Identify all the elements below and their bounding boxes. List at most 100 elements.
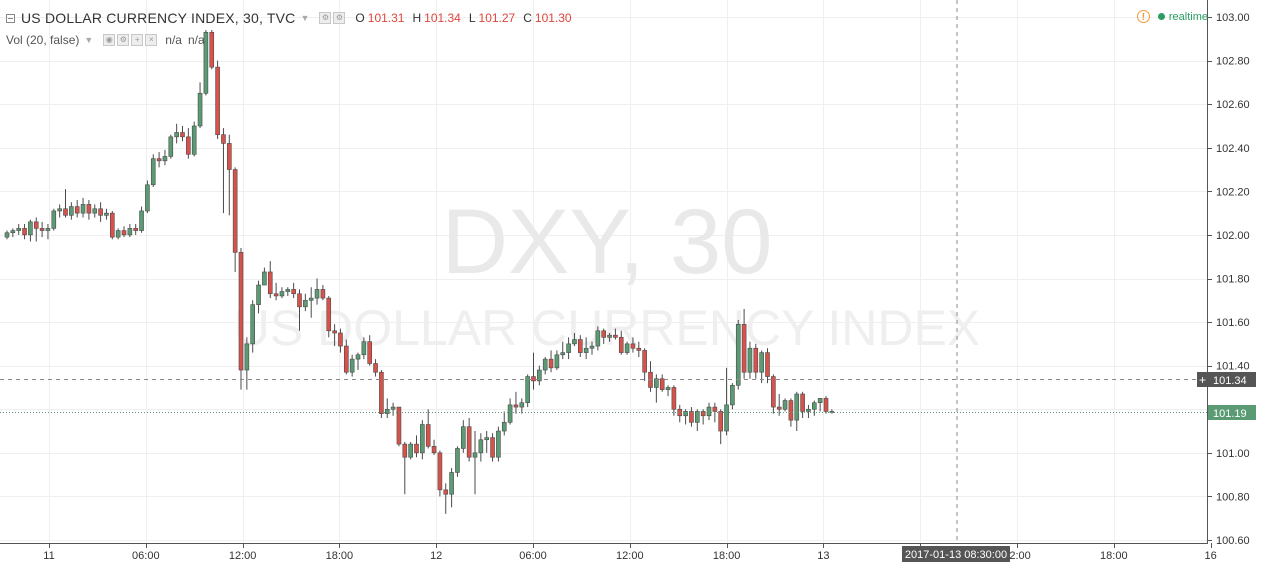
candle-body <box>730 384 735 406</box>
candle <box>303 293 308 312</box>
candle-body <box>4 232 10 238</box>
candle <box>537 365 542 386</box>
candle-body <box>806 408 811 412</box>
candle <box>706 402 712 421</box>
candle-body <box>57 208 62 212</box>
candle-body <box>624 343 630 353</box>
candle-body <box>238 252 244 371</box>
candle <box>349 354 355 377</box>
candle-body <box>735 323 741 386</box>
candle <box>694 409 700 432</box>
candle <box>285 287 291 296</box>
candle-body <box>203 31 209 94</box>
candle-body <box>145 184 150 212</box>
crosshair-price-value: 101.34 <box>1213 375 1247 387</box>
candle <box>771 374 776 414</box>
candle <box>191 121 197 157</box>
candle-body <box>191 125 197 155</box>
collapse-legend-icon[interactable] <box>6 13 15 23</box>
candle <box>776 393 782 416</box>
candle-body <box>478 439 484 454</box>
price-tick-label: 101.00 <box>1216 448 1250 460</box>
time-tick-label: 12:00 <box>1003 550 1031 562</box>
price-axis-labels: + 101.34 101.19 2017-01-13 08:30:00 <box>902 372 1256 562</box>
candle <box>250 300 255 353</box>
candle-body <box>285 289 291 292</box>
candle-body <box>654 378 659 388</box>
add-icon[interactable]: + <box>131 34 144 46</box>
warning-circle-icon[interactable]: ! <box>1136 10 1150 23</box>
candle <box>221 128 226 214</box>
candle-body <box>431 445 437 454</box>
candle <box>244 337 250 390</box>
candle-body <box>98 208 103 216</box>
candle <box>338 328 343 353</box>
candle-body <box>455 448 460 473</box>
candle-body <box>823 398 829 412</box>
open-label: O <box>355 11 365 25</box>
watermark-symbol: DXY, 30 <box>442 191 773 293</box>
candle <box>232 167 238 272</box>
candle <box>197 82 203 129</box>
time-tick-label: 18:00 <box>713 550 741 562</box>
gear-icon[interactable]: ⚙ <box>333 12 346 24</box>
time-tick-label: 12:00 <box>616 550 644 562</box>
candle-body <box>69 206 74 216</box>
candle <box>180 125 185 142</box>
chevron-down-icon[interactable]: ▼ <box>300 13 310 23</box>
candle-body <box>402 443 408 458</box>
candle <box>4 230 10 240</box>
candle-body <box>414 443 419 454</box>
open-value: 101.31 <box>367 11 405 25</box>
volume-title[interactable]: Vol (20, false) <box>6 33 80 47</box>
candle-body <box>408 443 413 458</box>
candle-body <box>10 230 16 234</box>
candle <box>806 404 811 418</box>
candle-body <box>326 297 332 332</box>
candle-body <box>267 271 273 295</box>
price-axis[interactable] <box>1207 0 1263 566</box>
candle <box>379 370 384 418</box>
candle-body <box>706 406 712 417</box>
candle-body <box>490 437 495 458</box>
settings-icon[interactable]: ⚙ <box>319 12 332 24</box>
time-tick-label: 18:00 <box>1100 550 1128 562</box>
candle <box>741 309 747 379</box>
candle <box>583 337 589 360</box>
candle <box>203 30 209 96</box>
symbol-title[interactable]: US DOLLAR CURRENCY INDEX, 30, TVC <box>21 10 296 26</box>
candle-body <box>343 345 349 373</box>
candle <box>390 402 396 416</box>
candle-body <box>572 339 577 345</box>
candle <box>326 295 332 338</box>
candle <box>595 326 601 351</box>
crosshair-layer <box>0 0 1207 543</box>
chevron-down-icon[interactable]: ▼ <box>84 35 94 45</box>
price-tick-label: 102.60 <box>1216 99 1250 111</box>
candle-body <box>618 337 624 353</box>
candle <box>28 219 33 242</box>
candle-body <box>817 398 823 404</box>
candle <box>279 287 285 299</box>
candle <box>51 208 57 231</box>
candle-body <box>256 284 261 305</box>
crosshair-time-value: 2017-01-13 08:30:00 <box>905 549 1007 561</box>
candle <box>320 285 326 301</box>
candle <box>589 341 595 355</box>
candle-body <box>741 323 747 373</box>
candle-body <box>759 352 764 373</box>
candle <box>256 280 261 314</box>
settings-icon[interactable]: ⚙ <box>117 34 130 46</box>
close-icon[interactable]: × <box>145 34 158 46</box>
candle-body <box>297 293 302 308</box>
candle-body <box>531 376 536 382</box>
candle-body <box>221 134 226 144</box>
candle <box>642 348 647 381</box>
candle <box>794 391 800 432</box>
candle <box>408 441 413 460</box>
candle-body <box>811 402 817 410</box>
eye-icon[interactable]: ◉ <box>103 34 116 46</box>
price-tick-label: 103.00 <box>1216 12 1250 24</box>
candle <box>577 335 583 357</box>
